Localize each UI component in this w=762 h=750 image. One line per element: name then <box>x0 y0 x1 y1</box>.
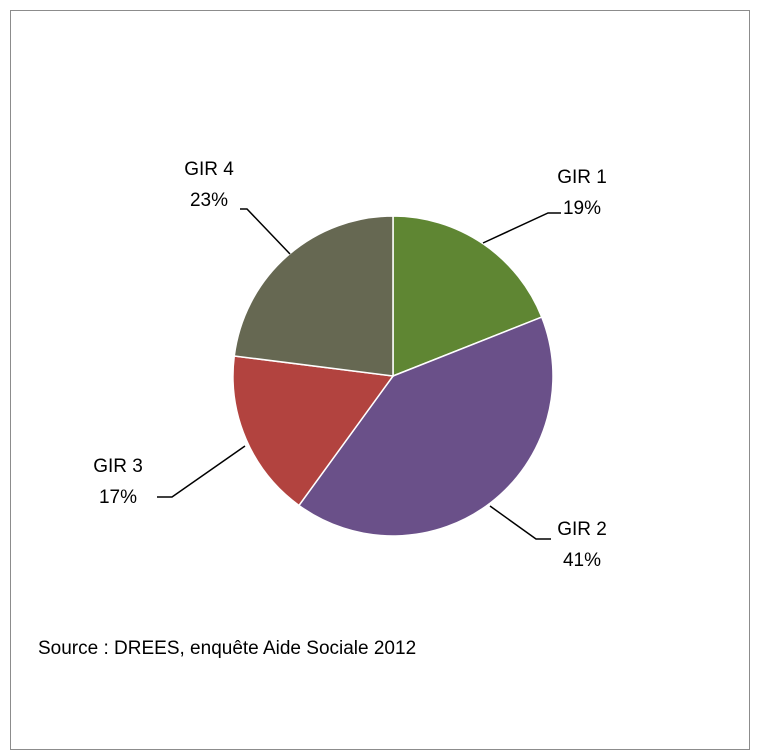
pie-slice-gir-2 <box>297 316 554 537</box>
pie-slice-gir-1 <box>392 215 543 378</box>
leader-line-gir-3 <box>157 445 246 498</box>
leader-lines <box>157 208 561 540</box>
slice-value-gir-4: 23% <box>190 190 228 211</box>
slice-value-gir-1: 19% <box>563 198 601 219</box>
leader-line-gir-1 <box>482 212 561 244</box>
slice-label-gir-1: GIR 1 <box>557 167 607 188</box>
slice-label-gir-3: GIR 3 <box>93 456 143 477</box>
pie-slice-gir-4 <box>233 215 394 377</box>
slice-labels: GIR 1 19% GIR 2 41% GIR 3 17% GIR 4 23% <box>93 159 607 571</box>
slice-value-gir-2: 41% <box>563 550 601 571</box>
slice-label-gir-4: GIR 4 <box>184 159 234 180</box>
pie-slice-gir-3 <box>232 355 395 507</box>
slice-label-gir-2: GIR 2 <box>557 519 607 540</box>
leader-line-gir-4 <box>240 208 291 255</box>
source-note: Source : DREES, enquête Aide Sociale 201… <box>38 638 417 659</box>
slice-value-gir-3: 17% <box>99 487 137 508</box>
pie-chart: GIR 1 19% GIR 2 41% GIR 3 17% GIR 4 23% <box>93 159 607 571</box>
leader-line-gir-2 <box>489 505 551 540</box>
pie-slices <box>232 215 554 537</box>
